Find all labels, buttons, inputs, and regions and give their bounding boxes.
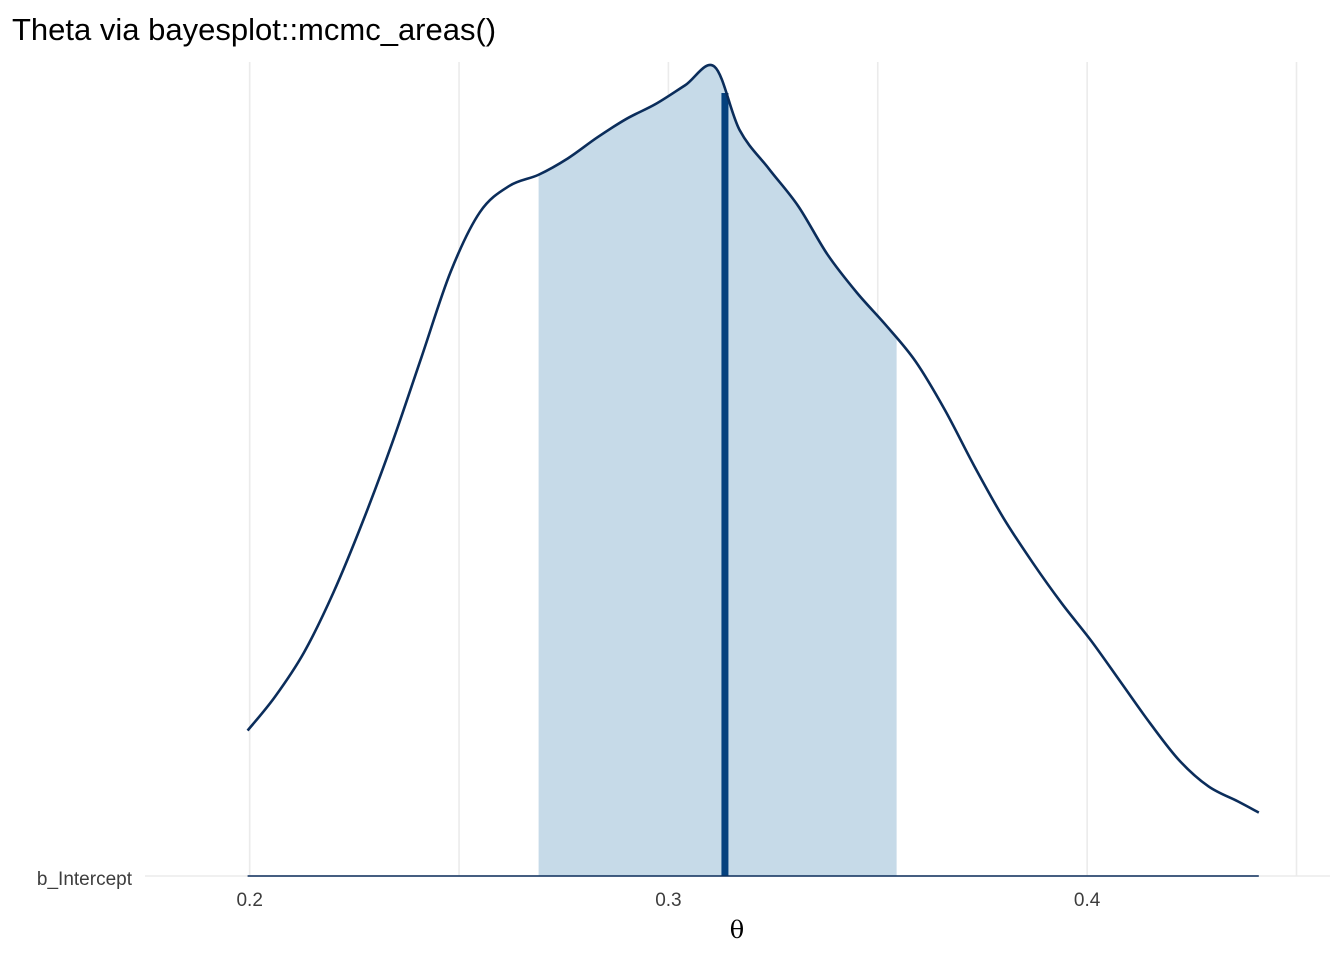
x-axis-label: θ	[730, 916, 744, 944]
area-layer	[246, 63, 1260, 877]
interval-area	[538, 64, 897, 876]
axis-layer: 0.2 0.3 0.4 b_Intercept	[37, 869, 1101, 911]
x-tick-label: 0.3	[655, 890, 681, 911]
x-tick-label: 0.2	[236, 890, 262, 911]
density-curve	[246, 63, 1260, 814]
chart-title: Theta via bayesplot::mcmc_areas()	[12, 12, 496, 47]
y-category-label: b_Intercept	[37, 869, 133, 890]
x-tick-label: 0.4	[1074, 890, 1101, 911]
